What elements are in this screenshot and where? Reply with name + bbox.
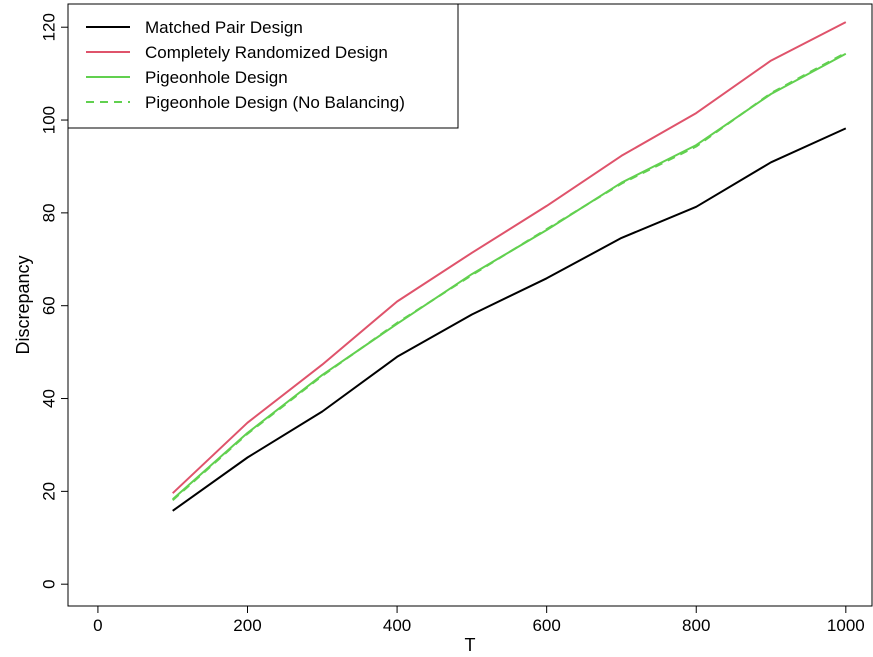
- series-line-4: [172, 51, 847, 501]
- legend-label-1: Matched Pair Design: [145, 18, 303, 37]
- series-lines: [172, 21, 847, 512]
- y-axis: 0 20 40 60 80 100 120: [39, 13, 68, 589]
- y-tick-label: 20: [39, 482, 58, 501]
- y-tick-label: 40: [39, 389, 58, 408]
- series-line-1: [172, 127, 847, 512]
- x-tick-label: 400: [383, 616, 411, 635]
- x-axis-label: T: [465, 635, 476, 655]
- y-tick-label: 0: [39, 579, 58, 588]
- y-tick-label: 120: [39, 13, 58, 41]
- legend-label-4: Pigeonhole Design (No Balancing): [145, 93, 405, 112]
- plot-frame: [67, 3, 873, 607]
- legend-label-2: Completely Randomized Design: [145, 43, 388, 62]
- legend-box: [67, 3, 459, 129]
- legend-label-3: Pigeonhole Design: [145, 68, 288, 87]
- series-line-2: [172, 21, 847, 494]
- x-tick-label: 600: [532, 616, 560, 635]
- y-tick-label: 60: [39, 296, 58, 315]
- y-tick-label: 80: [39, 203, 58, 222]
- x-tick-label: 800: [682, 616, 710, 635]
- x-tick-label: 1000: [827, 616, 865, 635]
- x-tick-label: 200: [233, 616, 261, 635]
- x-axis: 0 200 400 600 800 1000: [93, 606, 865, 635]
- y-tick-label: 100: [39, 106, 58, 134]
- y-axis-label: Discrepancy: [13, 255, 33, 354]
- legend: Matched Pair Design Completely Randomized…: [67, 3, 459, 129]
- x-tick-label: 0: [93, 616, 102, 635]
